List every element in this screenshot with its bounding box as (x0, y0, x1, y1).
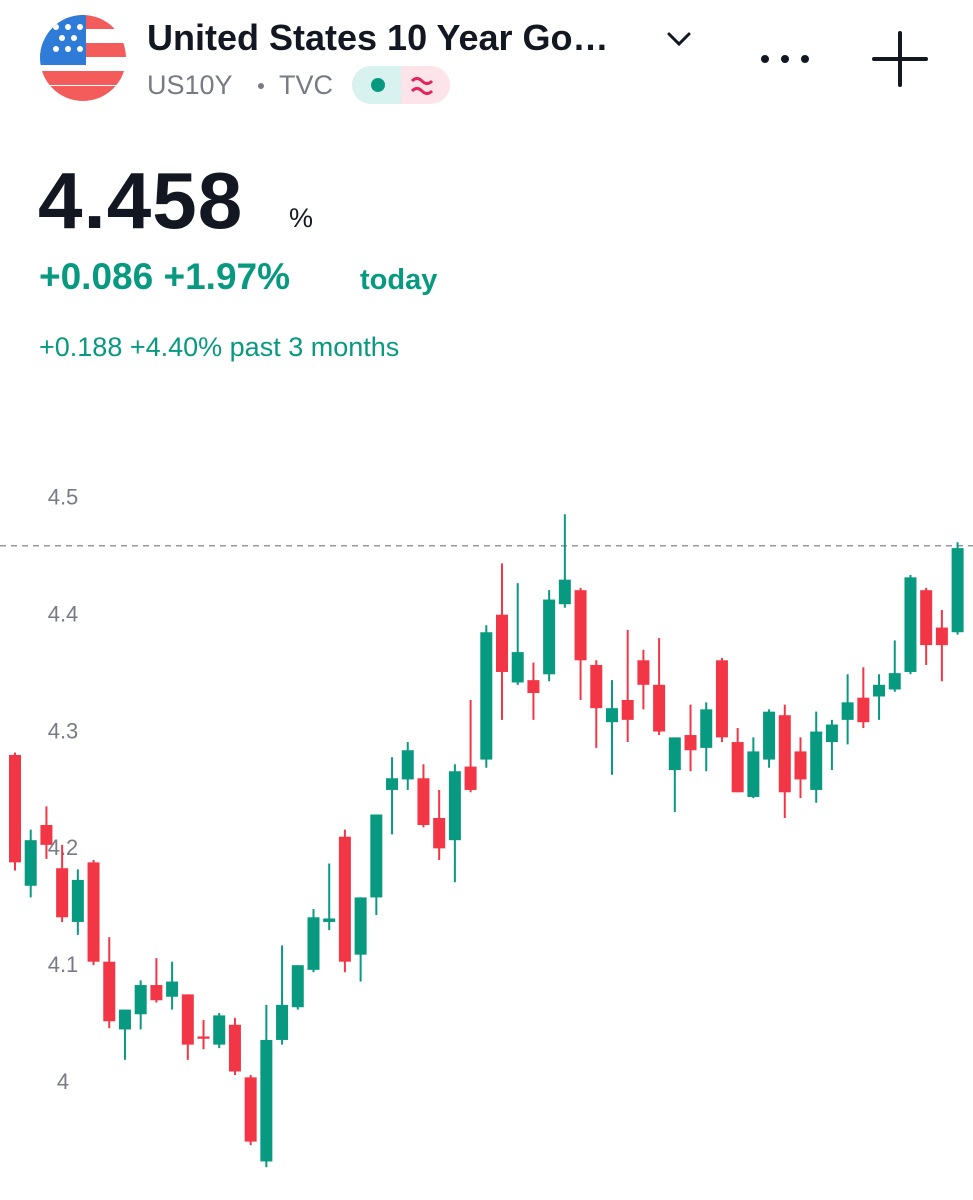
candle-body (825, 724, 838, 743)
today-label: today (360, 264, 438, 296)
candle-body (386, 778, 399, 790)
candle-body (700, 709, 713, 748)
candle-body (951, 548, 964, 633)
symbol-title[interactable]: United States 10 Year Go… (147, 17, 609, 58)
candle-body (715, 660, 728, 738)
candle-body (668, 737, 681, 771)
candle-body (166, 981, 179, 997)
candle-body (197, 1036, 210, 1039)
y-tick-label: 4.4 (48, 602, 79, 627)
candle-body (763, 711, 776, 760)
candle-body (260, 1039, 273, 1162)
candle-body (244, 1077, 257, 1142)
y-tick-label: 4.3 (48, 718, 79, 743)
candle-body (496, 614, 509, 672)
candle-body (621, 700, 634, 720)
candle-body (747, 751, 760, 797)
candle-body (338, 836, 351, 962)
candle-body (731, 742, 744, 793)
more-button[interactable] (761, 55, 809, 63)
candle-body (417, 778, 430, 825)
candle-body (213, 1015, 226, 1045)
candle-body (228, 1024, 241, 1072)
change-period: +0.188 +4.40% past 3 months (39, 332, 400, 362)
candle-body (778, 715, 791, 793)
candle-body (857, 697, 870, 723)
candle-body (684, 735, 697, 751)
candle-body (794, 751, 807, 780)
candle-body (276, 1004, 289, 1040)
candle-body (150, 985, 163, 1001)
candle-body (87, 862, 100, 962)
candle-body (354, 897, 367, 955)
y-tick-label: 4 (57, 1069, 69, 1094)
candle-body (511, 652, 524, 683)
candle-body (574, 590, 587, 661)
status-badge (352, 66, 450, 104)
candle-body (71, 879, 84, 922)
candle-body (543, 599, 556, 675)
flag-icon (40, 15, 126, 101)
candle-body (590, 664, 603, 709)
candle-body (464, 766, 477, 790)
price: 4.458 (38, 156, 244, 245)
candle-body (433, 817, 446, 849)
candle-body (370, 814, 383, 898)
candle-body (841, 702, 854, 720)
candle-body (873, 684, 886, 697)
candle-body (920, 590, 933, 646)
candle-body (103, 961, 116, 1022)
candle-body (527, 680, 540, 693)
y-tick-label: 4.1 (48, 952, 79, 977)
symbol-code: US10Y (147, 70, 233, 100)
candle-body (935, 627, 948, 646)
candle-body (401, 750, 414, 780)
candle-body (653, 684, 666, 732)
candle-body (323, 918, 336, 922)
candle-body (40, 825, 53, 845)
dropdown-chevron[interactable] (667, 32, 691, 47)
candle-body (291, 965, 304, 1008)
candle-body (448, 771, 461, 841)
candle-body (181, 994, 194, 1045)
candle-body (904, 577, 917, 672)
y-tick-label: 4.5 (48, 485, 79, 510)
candle-body (56, 868, 69, 918)
candle-body (888, 673, 901, 690)
candle-body (605, 708, 618, 723)
candle-body (810, 731, 823, 790)
separator-dot (258, 83, 264, 89)
candle-body (24, 840, 37, 886)
add-button[interactable] (872, 31, 928, 87)
candle-body (307, 917, 320, 970)
candle-body (480, 632, 493, 760)
candle-body (134, 985, 147, 1015)
price-unit: % (289, 203, 314, 233)
candle-body (558, 579, 571, 605)
exchange: TVC (279, 70, 333, 100)
candle-body (637, 660, 650, 685)
change-today: +0.086 +1.97% (39, 256, 290, 297)
candle-body (118, 1009, 131, 1030)
candle-body (9, 754, 21, 863)
